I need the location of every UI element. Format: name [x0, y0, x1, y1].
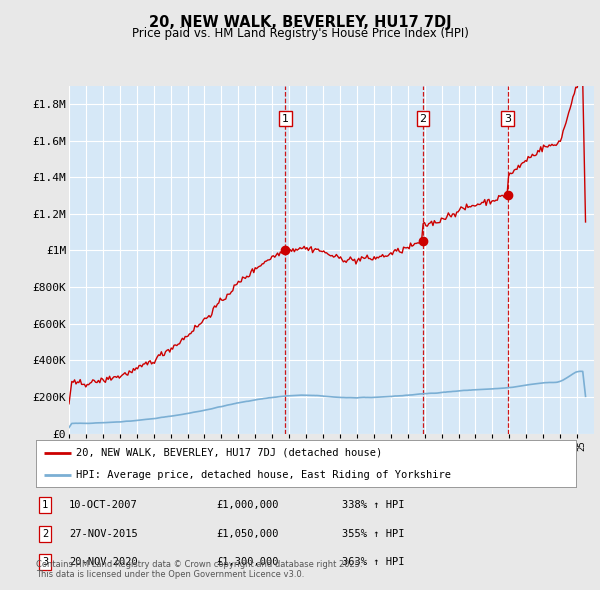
Text: 363% ↑ HPI: 363% ↑ HPI — [342, 557, 404, 567]
Text: 1: 1 — [42, 500, 48, 510]
Text: 20-NOV-2020: 20-NOV-2020 — [69, 557, 138, 567]
Text: Contains HM Land Registry data © Crown copyright and database right 2025.
This d: Contains HM Land Registry data © Crown c… — [36, 560, 362, 579]
Text: 355% ↑ HPI: 355% ↑ HPI — [342, 529, 404, 539]
Text: £1,050,000: £1,050,000 — [216, 529, 278, 539]
Text: 10-OCT-2007: 10-OCT-2007 — [69, 500, 138, 510]
Text: HPI: Average price, detached house, East Riding of Yorkshire: HPI: Average price, detached house, East… — [77, 470, 452, 480]
Text: 2: 2 — [42, 529, 48, 539]
Text: Price paid vs. HM Land Registry's House Price Index (HPI): Price paid vs. HM Land Registry's House … — [131, 27, 469, 40]
Text: 1: 1 — [282, 113, 289, 123]
Text: 20, NEW WALK, BEVERLEY, HU17 7DJ: 20, NEW WALK, BEVERLEY, HU17 7DJ — [149, 15, 451, 30]
Text: 338% ↑ HPI: 338% ↑ HPI — [342, 500, 404, 510]
Text: 27-NOV-2015: 27-NOV-2015 — [69, 529, 138, 539]
Text: 2: 2 — [419, 113, 427, 123]
Text: 20, NEW WALK, BEVERLEY, HU17 7DJ (detached house): 20, NEW WALK, BEVERLEY, HU17 7DJ (detach… — [77, 448, 383, 458]
Text: £1,300,000: £1,300,000 — [216, 557, 278, 567]
Text: £1,000,000: £1,000,000 — [216, 500, 278, 510]
Text: 3: 3 — [42, 557, 48, 567]
Text: 3: 3 — [504, 113, 511, 123]
